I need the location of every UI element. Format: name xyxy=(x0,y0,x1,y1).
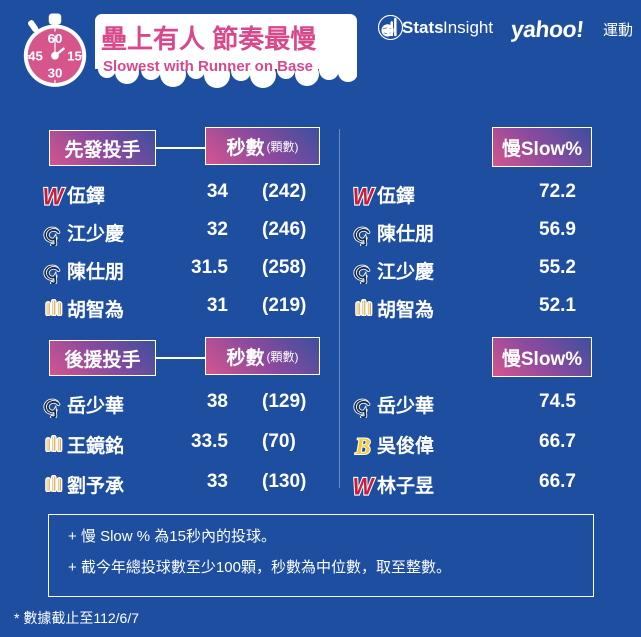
svg-text:60: 60 xyxy=(48,31,63,46)
svg-text:30: 30 xyxy=(48,66,63,81)
svg-text:45: 45 xyxy=(28,48,43,63)
svg-text:15: 15 xyxy=(67,48,82,63)
